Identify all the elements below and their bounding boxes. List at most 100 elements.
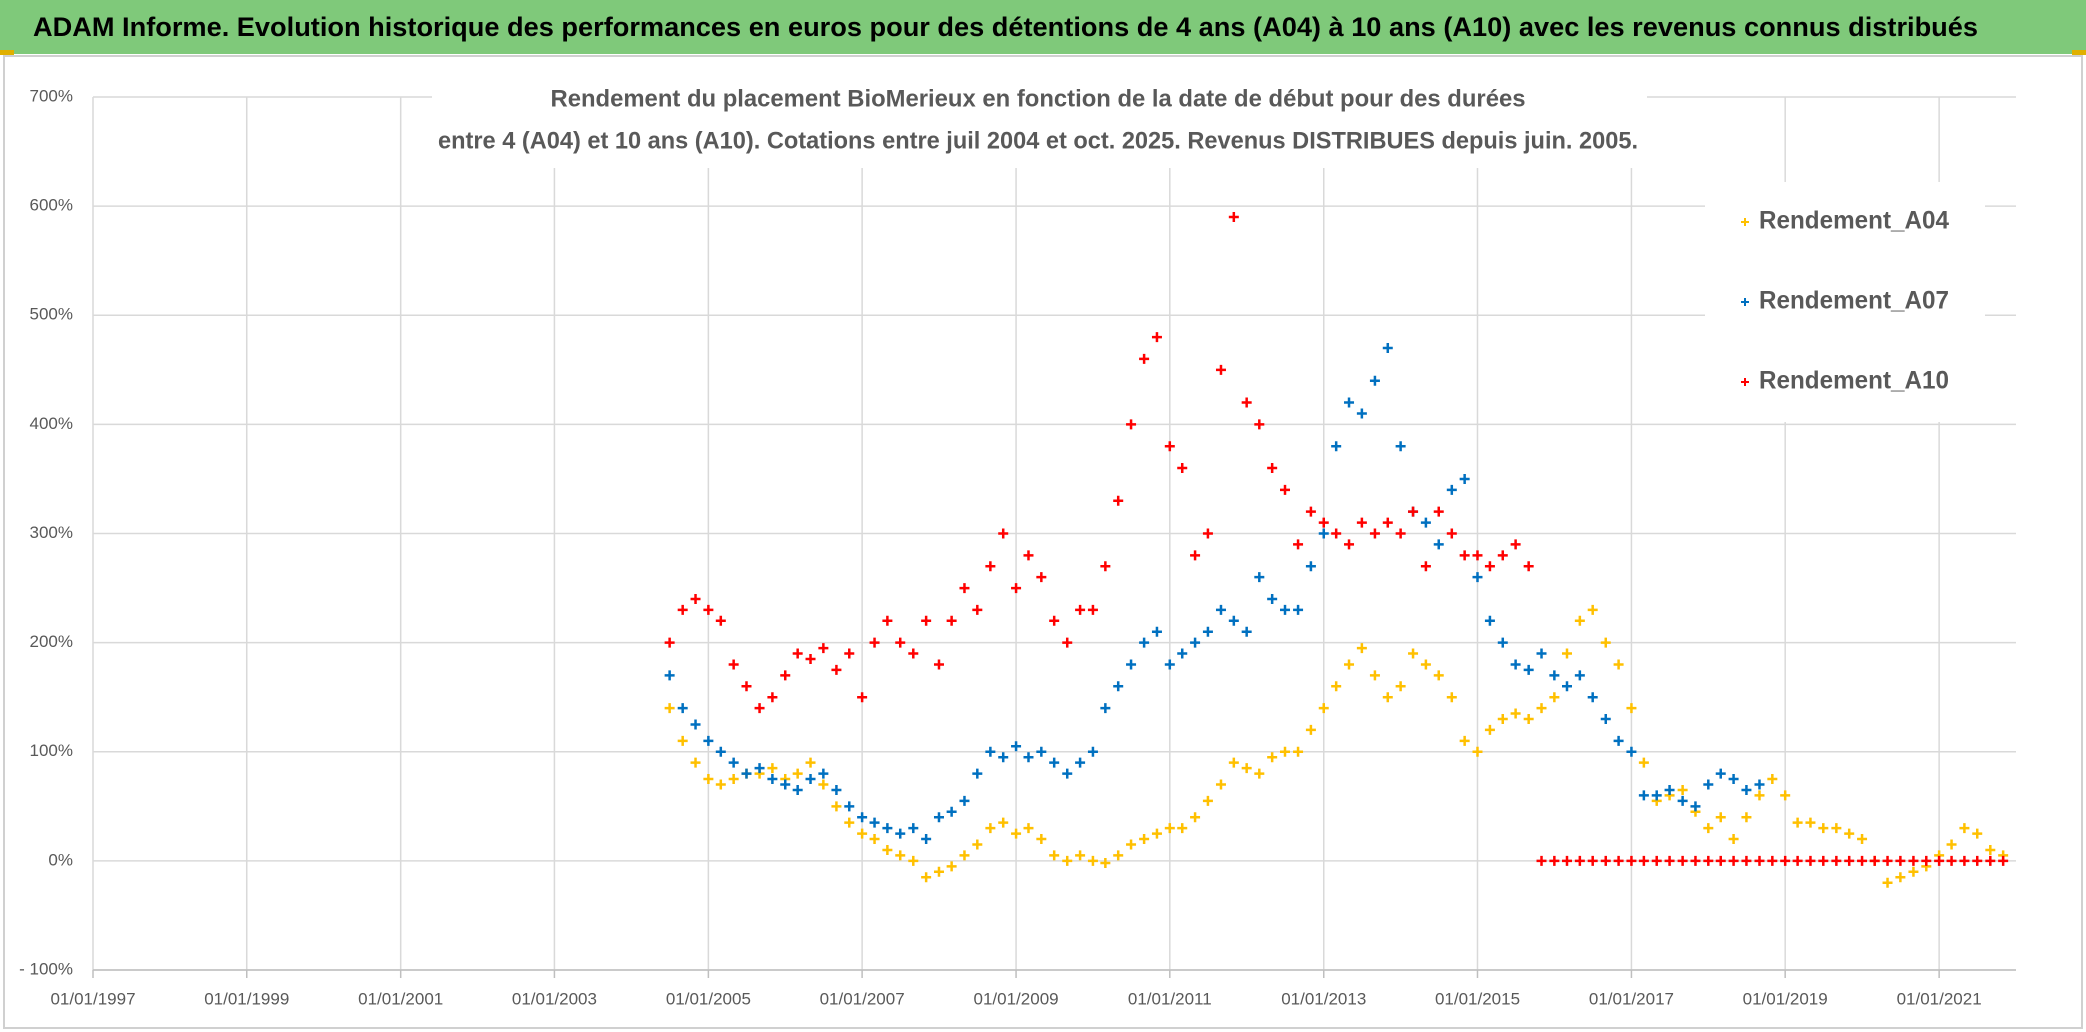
chart-title: Rendement du placement BioMerieux en fon… — [551, 85, 1526, 112]
data-point — [1280, 604, 1290, 615]
data-point — [1267, 593, 1278, 604]
data-point — [1549, 670, 1560, 681]
data-point — [1318, 703, 1329, 714]
data-point — [1754, 790, 1765, 801]
data-point — [1472, 572, 1483, 583]
data-point — [1497, 714, 1508, 725]
banner-corner — [0, 50, 14, 55]
data-point — [1587, 855, 1598, 866]
data-point — [1728, 834, 1739, 845]
data-point — [728, 659, 739, 670]
data-point — [1305, 506, 1316, 517]
chart-title: entre 4 (A04) et 10 ans (A10). Cotations… — [438, 127, 1638, 154]
data-point — [1549, 692, 1560, 703]
data-point — [728, 757, 739, 768]
data-point — [1677, 855, 1688, 866]
data-point — [1946, 855, 1957, 866]
data-point — [1293, 746, 1304, 757]
data-point — [1318, 517, 1329, 528]
data-point — [998, 817, 1009, 828]
data-point — [1382, 692, 1393, 703]
y-tick-label: 300% — [30, 523, 73, 542]
data-point — [1946, 839, 1957, 850]
data-point — [767, 763, 778, 774]
data-point — [946, 806, 957, 817]
data-point — [831, 664, 842, 675]
data-point — [728, 774, 739, 785]
y-tick-label: 500% — [30, 305, 73, 324]
data-point — [1959, 823, 1970, 834]
data-point — [1626, 703, 1637, 714]
data-point — [1664, 784, 1675, 795]
data-point — [1305, 561, 1316, 572]
data-point — [1600, 714, 1611, 725]
y-tick-label: - 100% — [19, 959, 73, 978]
data-point — [1202, 626, 1213, 637]
data-point — [972, 768, 983, 779]
data-point — [1741, 855, 1752, 866]
data-point — [1587, 692, 1598, 703]
data-point — [1805, 855, 1816, 866]
data-point — [1126, 419, 1137, 430]
data-point — [1011, 583, 1022, 594]
data-point — [882, 844, 893, 855]
data-point — [1741, 812, 1752, 823]
data-point — [1408, 648, 1419, 659]
data-point — [844, 801, 855, 812]
data-point — [1587, 604, 1598, 615]
data-point — [1613, 855, 1624, 866]
banner-title: ADAM Informe. Evolution historique des p… — [33, 12, 1978, 42]
data-point — [1087, 604, 1098, 615]
data-point — [1433, 539, 1444, 550]
data-point — [1523, 664, 1534, 675]
data-point — [959, 795, 970, 806]
x-tick-label: 01/01/2009 — [974, 989, 1059, 1008]
data-point — [1036, 746, 1047, 757]
data-point — [1780, 790, 1791, 801]
data-point — [1293, 604, 1304, 615]
data-point — [895, 828, 906, 839]
data-point — [1369, 670, 1380, 681]
data-point — [946, 615, 957, 626]
x-tick-label: 01/01/2007 — [820, 989, 905, 1008]
data-point — [792, 768, 803, 779]
data-point — [844, 648, 855, 659]
data-point — [1177, 648, 1188, 659]
data-point — [1690, 855, 1701, 866]
data-point — [1433, 506, 1444, 517]
data-point — [908, 855, 919, 866]
data-point — [1049, 615, 1060, 626]
data-point — [933, 812, 944, 823]
data-point — [1510, 539, 1521, 550]
data-point — [1921, 855, 1932, 866]
data-point — [1139, 834, 1150, 845]
data-point — [1356, 408, 1367, 419]
x-tick-label: 01/01/2013 — [1281, 989, 1366, 1008]
data-point — [1985, 844, 1996, 855]
data-point — [1433, 670, 1444, 681]
data-point — [818, 768, 829, 779]
banner — [0, 0, 2086, 54]
data-point — [1228, 615, 1239, 626]
data-point — [805, 653, 816, 664]
data-point — [1908, 866, 1919, 877]
data-point — [1882, 877, 1893, 888]
data-point — [1100, 703, 1111, 714]
data-point — [1126, 839, 1137, 850]
data-point — [1344, 539, 1355, 550]
data-point — [1446, 692, 1457, 703]
data-point — [857, 812, 868, 823]
data-point — [780, 670, 791, 681]
data-point — [754, 763, 765, 774]
data-point — [1164, 659, 1175, 670]
data-point — [869, 817, 880, 828]
data-point — [1651, 855, 1662, 866]
data-point — [1151, 332, 1162, 343]
data-point — [1677, 784, 1688, 795]
data-point — [1446, 528, 1457, 539]
data-point — [703, 735, 714, 746]
data-point — [1113, 681, 1124, 692]
data-point — [741, 681, 752, 692]
data-point — [1395, 681, 1406, 692]
